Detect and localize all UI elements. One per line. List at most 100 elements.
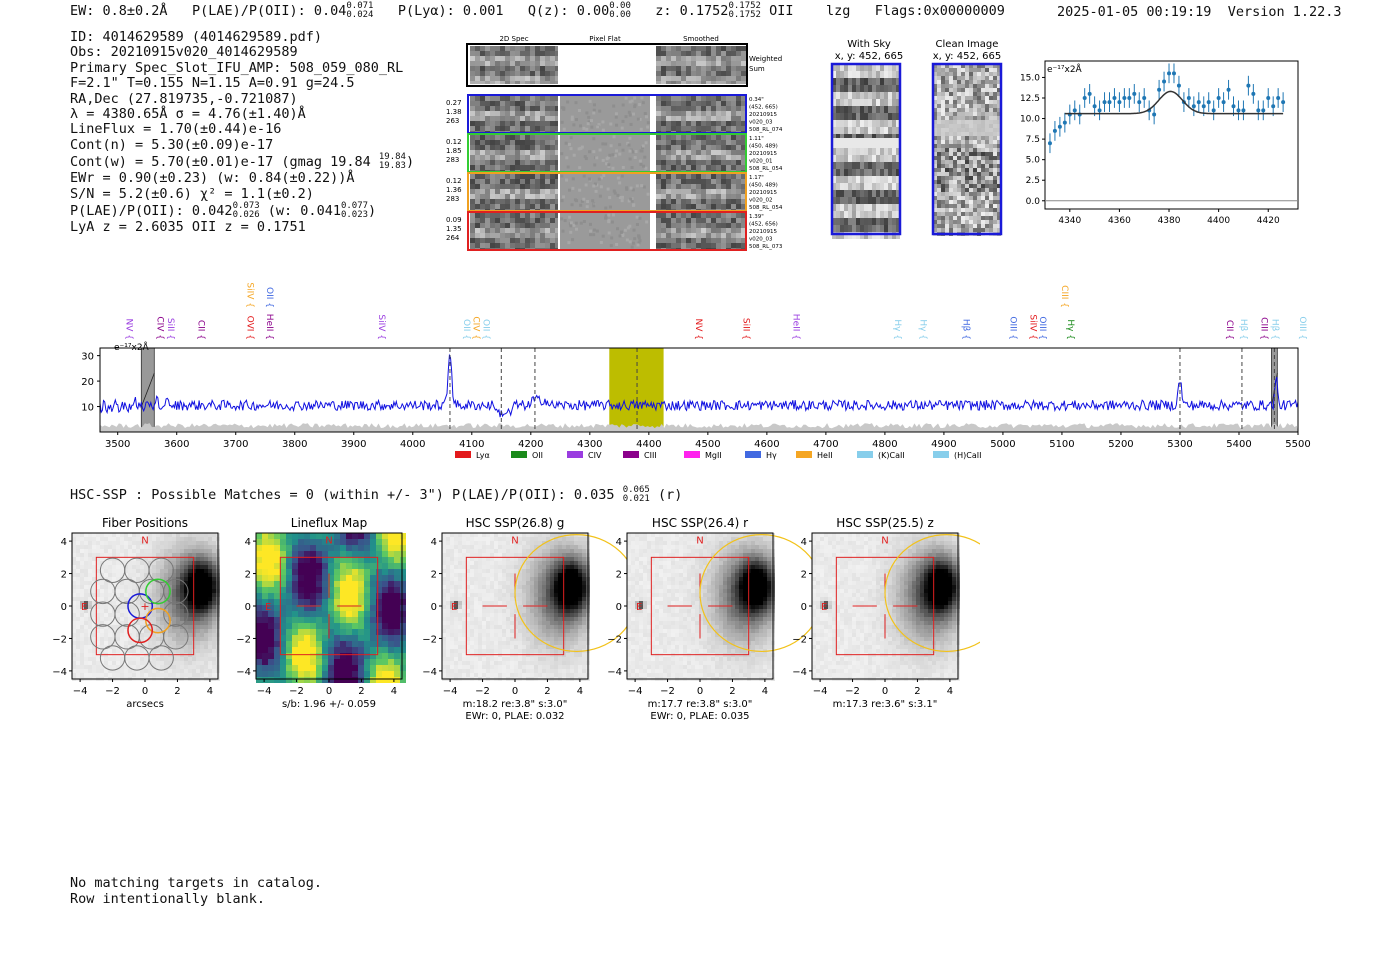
spec-xtick-label: 4200 [518,439,543,450]
fiber-right-label: 1.39" [749,214,764,220]
spec-xtick-label: 4800 [872,439,897,450]
zoom-point [1206,100,1211,105]
plae-text: P(LAE)/P(OII): 0.042 [70,203,233,220]
zoom-point [1171,71,1176,76]
line-label: Hβ { [1270,319,1280,340]
plae-hi: 0.071 [346,1,374,11]
fiber-left-label: 283 [446,156,459,164]
hsc-xtick-label: −2 [845,686,860,697]
hsc-panel-title: HSC SSP(25.5) z [836,516,934,530]
header-right: 2025-01-05 00:19:19 Version 1.22.3 [1057,4,1342,20]
legend-label: HeII [817,451,833,460]
fiber-left-label: 0.12 [446,138,462,146]
zoom-point [1127,96,1132,100]
cutout-panel: 2D Spec Pixel Flat Smoothed Weighted Sum 0.27… [446,35,783,251]
weighted-sum-frame [466,43,748,87]
fiber-circle [148,645,174,671]
zoom-point [1057,124,1062,129]
hsc-ytick-label: 4 [61,537,67,548]
zoom-point [1137,100,1142,105]
zoom-point [1047,141,1052,146]
fiber-circle [163,624,189,650]
zoom-xtick-label: 4380 [1158,216,1181,226]
legend-label: (K)CaII [878,451,905,460]
fiber-pixel-flat [560,96,650,132]
line-label: OIII { [1037,316,1047,340]
zoom-point [1271,104,1276,109]
aperture-box [835,556,935,656]
hsc-ytick-label: 2 [431,570,437,581]
zoom-xtick-label: 4360 [1108,216,1131,226]
hsc-caption: m:17.3 re:3.6" s:3.1" [833,699,938,710]
info-obs: Obs: 20210915v020_4014629589 [70,44,298,61]
line-label: OVI { [245,316,255,340]
hsc-panel-title: HSC SSP(26.8) g [466,516,565,530]
legend-swatch [455,451,471,458]
weighted-pixel-flat [560,46,650,84]
fiber-left-label: 1.85 [446,147,462,155]
plae-w-hi: 0.077 [340,201,369,212]
zoom-point [1241,108,1246,113]
fiber-circle [148,557,174,583]
clean-image [931,62,1003,236]
info-lineflux: LineFlux = 1.70(±0.44)e-16 [70,121,282,138]
compass-east: E [451,602,457,613]
hsc-ytick-label: 4 [616,537,622,548]
hsc-ytick-label: −2 [422,634,437,645]
no-match-line2: Row intentionally blank. [70,890,266,907]
hsc-xtick-label: 0 [142,686,148,697]
line-label: Hγ { [1065,319,1075,340]
hsc-ytick-label: 0 [245,602,251,613]
hsc-panel: HSC SSP(26.4) r N E 4 2 0 −2 −4 −4 −2 0 2 4 m:17.7 re… [607,516,824,722]
contw-hi: 19.84 [378,152,406,163]
with-sky-image [830,62,902,239]
hsc-xtick-label: 0 [882,686,888,697]
fiber-right-label: 1.17" [749,175,764,181]
fiber-smoothed [656,135,746,171]
cutout-header: Smoothed [683,35,719,43]
spec-xtick-label: 5400 [1226,439,1251,450]
plae-info-lo: 0.026 [232,210,260,221]
zoom-point [1186,96,1191,100]
spec-xtick-label: 5200 [1108,439,1133,450]
legend-swatch [567,451,583,458]
line-label: SiIV { [245,282,255,308]
noise-floor [100,423,1298,432]
compass-east: E [81,602,87,613]
zoom-point [1236,108,1241,113]
hsc-caption: s/b: 1.96 +/- 0.059 [282,699,376,710]
weighted-2d-spec [470,46,558,84]
spec-xtick-label: 5300 [1167,439,1192,450]
line-label: SiII { [165,318,175,340]
weighted-sum-label2: Sum [749,65,765,73]
spec-xtick-label: 3500 [105,439,130,450]
cutout-header: Pixel Flat [589,35,621,43]
legend-swatch [857,451,873,458]
hsc-ytick-label: −4 [52,667,67,678]
zoom-point [1281,100,1286,105]
version: Version 1.22.3 [1227,4,1342,20]
hsc-range: 0.065 0.021 [623,486,650,504]
hsc-text: HSC-SSP : Possible Matches = 0 (within +… [70,487,615,503]
fiber-right-label: v020_02 [749,198,773,204]
zoom-point [1097,108,1102,113]
fiber-right-label: 20210915 [749,112,777,118]
zoom-point [1251,91,1256,96]
hsc-xtick-label: 0 [326,686,332,697]
primary-fiber-circle [145,578,171,605]
fiber-right-label: 1.11" [749,136,764,142]
info-lambda: λ = 4380.65Å σ = 4.76(±1.40)Å [70,106,306,123]
hsc-xtick-label: 2 [729,686,735,697]
spec-ytick-label: 20 [81,377,94,388]
ew-value: EW: 0.8±0.2Å [70,3,168,19]
hsc-ytick-label: 0 [616,602,622,613]
spec-xtick-label: 4900 [931,439,956,450]
zoom-ytick-label: 12.5 [1020,94,1040,104]
legend-label: CIII [644,451,657,460]
fiber-left-label: 1.35 [446,225,462,233]
line-label: HeII { [790,314,800,340]
spec-xtick-label: 4400 [636,439,661,450]
hsc-panel-title: Fiber Positions [102,516,188,530]
hsc-ytick-label: −4 [422,667,437,678]
hsc-xtick-label: −2 [105,686,120,697]
